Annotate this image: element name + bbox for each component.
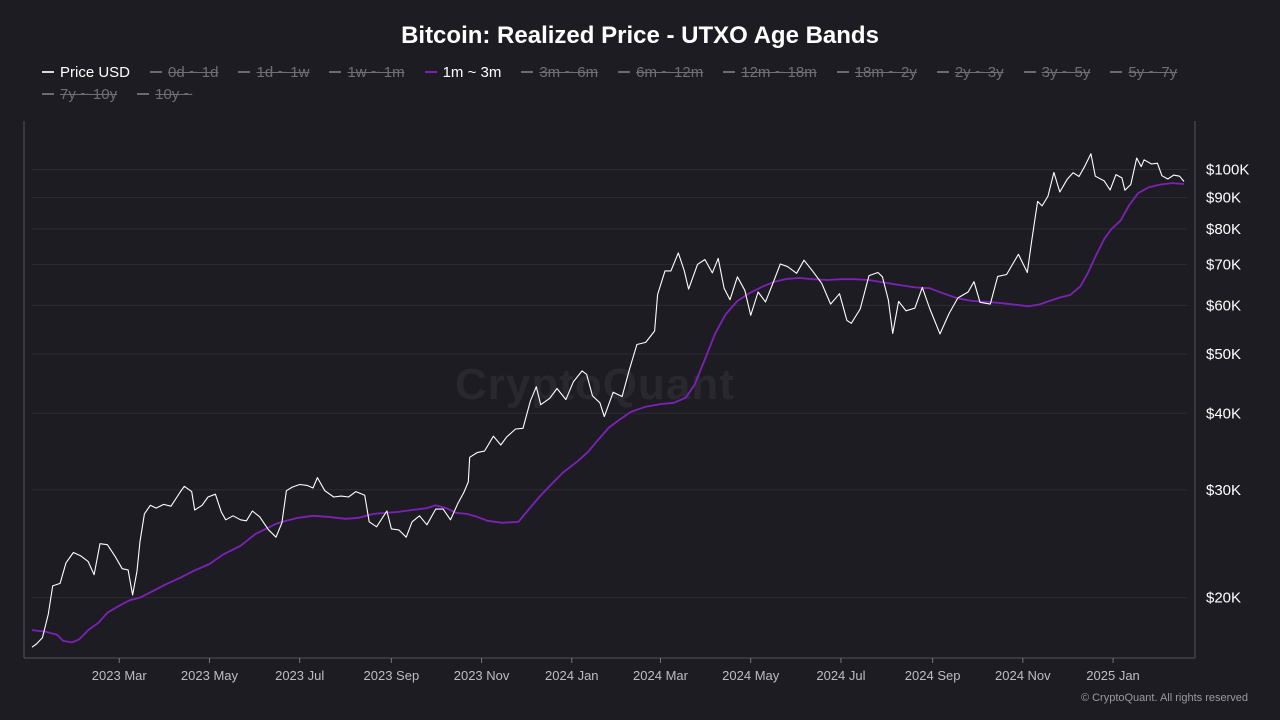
legend-item[interactable]: 3y ~ 5y (1023, 63, 1091, 81)
y-tick-label: $100K (1206, 162, 1249, 179)
x-tick-label: 2023 Jul (275, 668, 324, 683)
legend-swatch (723, 71, 736, 73)
legend-swatch (836, 71, 849, 73)
legend-swatch (1110, 71, 1123, 73)
legend-item[interactable]: 3m ~ 6m (521, 63, 598, 81)
x-tick-label: 2024 Mar (633, 668, 689, 683)
legend-item[interactable]: 6m ~ 12m (618, 63, 703, 81)
copyright-notice: © CryptoQuant. All rights reserved (1080, 692, 1248, 704)
legend-item[interactable]: 0d ~ 1d (150, 63, 218, 81)
realized-price-1m-3m-line (31, 182, 1185, 644)
legend-label: 3y ~ 5y (1041, 63, 1091, 81)
legend-label: 12m ~ 18m (741, 63, 817, 81)
x-tick-label: 2025 Jan (1086, 668, 1140, 683)
legend-label: 18m ~ 2y (854, 63, 917, 81)
x-tick-label: 2023 Sep (364, 668, 420, 683)
legend-swatch (137, 93, 150, 95)
y-tick-label: $90K (1206, 190, 1241, 207)
legend-label: 1w ~ 1m (347, 63, 405, 81)
legend-label: 7y ~ 10y (60, 85, 118, 103)
legend-item[interactable]: 1m ~ 3m (424, 63, 502, 81)
legend-swatch (936, 71, 949, 73)
legend-item[interactable]: 1w ~ 1m (329, 63, 405, 81)
legend-item[interactable]: 1d ~ 1w (238, 63, 309, 81)
chart-title: Bitcoin: Realized Price - UTXO Age Bands (401, 22, 879, 49)
legend-item[interactable]: 18m ~ 2y (836, 63, 917, 81)
legend-label: 1m ~ 3m (442, 63, 502, 81)
legend-swatch (1023, 71, 1036, 73)
y-tick-label: $50K (1206, 346, 1241, 363)
price-usd-line (31, 153, 1185, 648)
y-tick-label: $30K (1206, 482, 1241, 499)
x-tick-label: 2024 May (722, 668, 780, 683)
x-tick-label: 2024 Nov (995, 668, 1051, 683)
legend-item[interactable]: Price USD (42, 63, 130, 81)
watermark: CryptoQuant (455, 360, 735, 409)
legend-item[interactable]: 7y ~ 10y (42, 85, 117, 103)
legend-swatch (42, 93, 54, 95)
legend-label: 2y ~ 3y (954, 63, 1004, 81)
legend-label: 0d ~ 1d (168, 63, 219, 81)
legend-label: 6m ~ 12m (636, 63, 704, 81)
legend-swatch (150, 71, 163, 73)
y-tick-label: $20K (1206, 590, 1241, 607)
x-tick-label: 2023 Nov (454, 668, 510, 683)
legend-swatch (424, 71, 437, 73)
legend-label: 10y ~ (155, 85, 193, 103)
chart-legend: Price USD 0d ~ 1d 1d ~ 1w 1w ~ 1m 1m ~ 3m 3m … (42, 63, 1262, 103)
x-tick-label: 2024 Jan (545, 668, 599, 683)
x-tick-label: 2024 Sep (905, 668, 961, 683)
legend-label: 1d ~ 1w (256, 63, 310, 81)
legend-item[interactable]: 2y ~ 3y (936, 63, 1004, 81)
legend-swatch (521, 71, 534, 73)
legend-label: 3m ~ 6m (539, 63, 599, 81)
x-tick-label: 2023 Mar (92, 668, 148, 683)
x-tick-label: 2023 May (181, 668, 239, 683)
legend-item[interactable]: 5y ~ 7y (1110, 63, 1177, 81)
legend-item[interactable]: 10y ~ (137, 85, 192, 103)
y-tick-label: $40K (1206, 405, 1241, 422)
legend-swatch (329, 71, 342, 73)
legend-swatch (42, 71, 54, 73)
y-tick-label: $80K (1206, 221, 1241, 238)
legend-label: Price USD (60, 63, 131, 81)
legend-swatch (618, 71, 631, 73)
y-tick-label: $60K (1206, 297, 1241, 314)
legend-swatch (238, 71, 251, 73)
y-tick-label: $70K (1206, 256, 1241, 273)
legend-label: 5y ~ 7y (1128, 63, 1178, 81)
x-tick-label: 2024 Jul (816, 668, 865, 683)
legend-item[interactable]: 12m ~ 18m (723, 63, 817, 81)
